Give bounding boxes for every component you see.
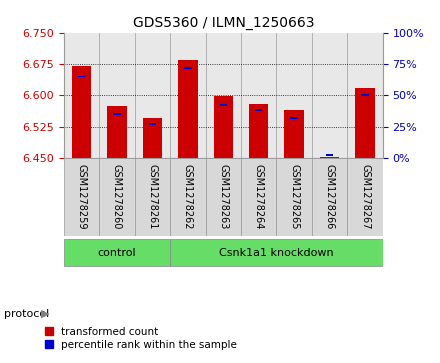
Bar	[320, 156, 339, 158]
Text: GSM1278265: GSM1278265	[289, 164, 299, 229]
FancyBboxPatch shape	[205, 158, 241, 236]
Title: GDS5360 / ILMN_1250663: GDS5360 / ILMN_1250663	[132, 16, 314, 30]
Text: GSM1278267: GSM1278267	[360, 164, 370, 229]
FancyBboxPatch shape	[312, 158, 347, 236]
FancyBboxPatch shape	[64, 239, 170, 266]
Text: ▶: ▶	[40, 309, 49, 319]
Bar	[107, 106, 127, 158]
FancyBboxPatch shape	[276, 158, 312, 236]
FancyBboxPatch shape	[347, 158, 383, 236]
FancyBboxPatch shape	[99, 158, 135, 236]
FancyBboxPatch shape	[170, 158, 205, 236]
Bar	[72, 66, 91, 158]
Text: GSM1278259: GSM1278259	[77, 164, 87, 229]
Bar	[249, 103, 268, 158]
Legend: transformed count, percentile rank within the sample: transformed count, percentile rank withi…	[40, 323, 241, 354]
Text: Csnk1a1 knockdown: Csnk1a1 knockdown	[219, 248, 334, 257]
Bar	[143, 118, 162, 158]
Bar	[361, 94, 369, 96]
Text: GSM1278260: GSM1278260	[112, 164, 122, 229]
Bar	[149, 123, 156, 125]
Bar	[326, 155, 334, 156]
Bar	[178, 60, 198, 158]
Text: GSM1278266: GSM1278266	[325, 164, 335, 229]
Bar	[213, 97, 233, 158]
Text: GSM1278261: GSM1278261	[147, 164, 158, 229]
Bar	[284, 110, 304, 158]
Bar	[220, 105, 227, 106]
Bar	[356, 88, 375, 158]
FancyBboxPatch shape	[135, 158, 170, 236]
Text: GSM1278262: GSM1278262	[183, 164, 193, 229]
Bar	[78, 76, 85, 77]
Bar	[290, 117, 298, 119]
FancyBboxPatch shape	[170, 239, 383, 266]
Text: GSM1278263: GSM1278263	[218, 164, 228, 229]
Text: protocol: protocol	[4, 309, 50, 319]
FancyBboxPatch shape	[64, 158, 99, 236]
Bar	[113, 113, 121, 115]
Bar	[184, 67, 191, 69]
Bar	[255, 109, 262, 111]
Text: GSM1278264: GSM1278264	[254, 164, 264, 229]
FancyBboxPatch shape	[241, 158, 276, 236]
Text: control: control	[98, 248, 136, 257]
